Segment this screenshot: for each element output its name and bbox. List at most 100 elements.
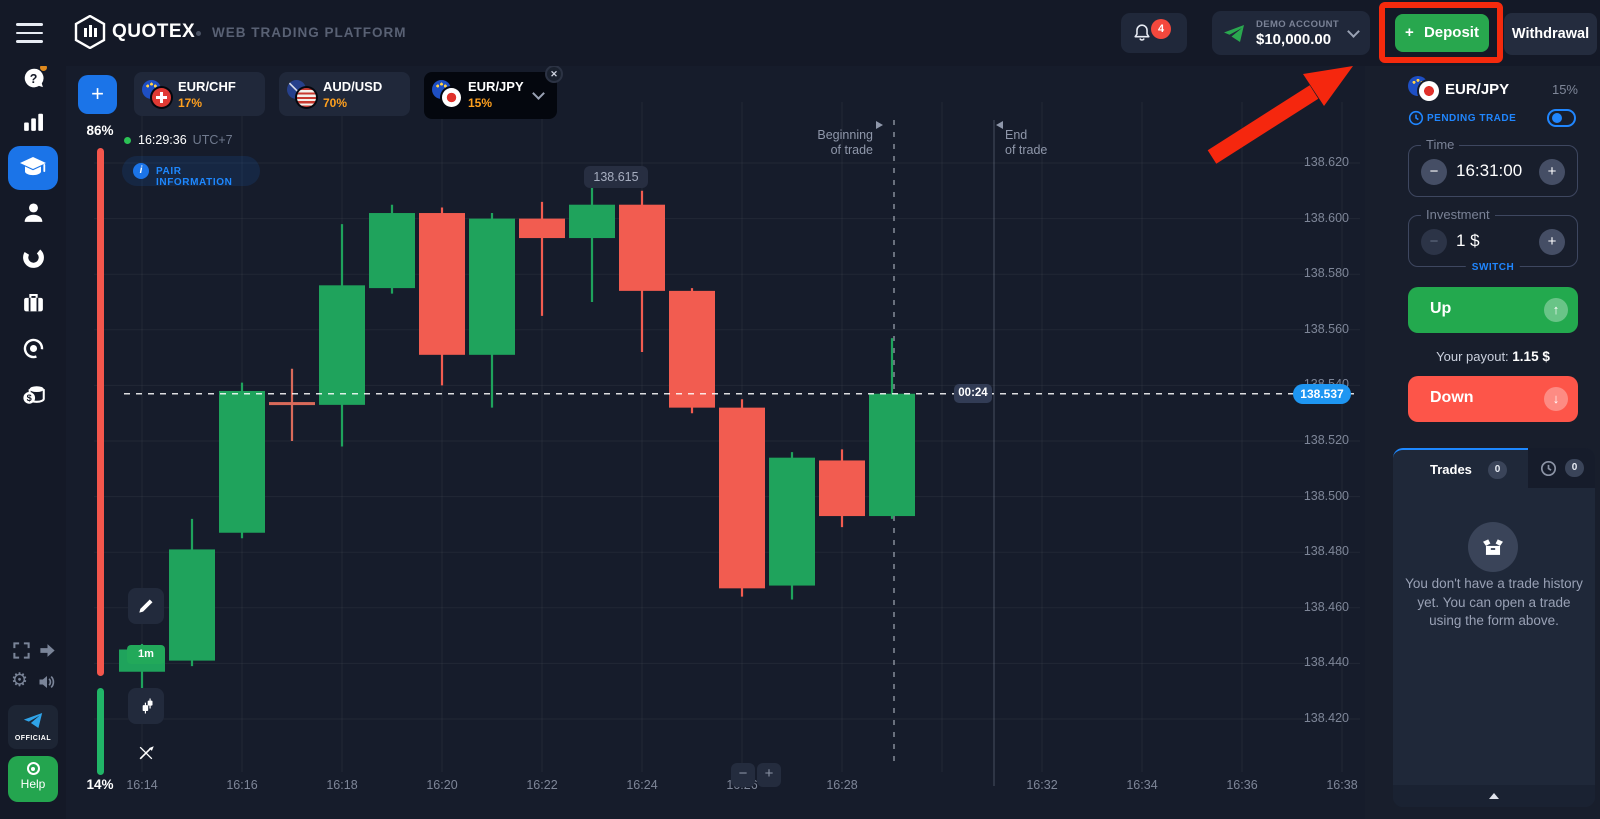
asset-tab-pair: AUD/USD bbox=[323, 79, 383, 94]
time-tick-label: 16:14 bbox=[126, 778, 158, 792]
support-chat-icon[interactable]: ? bbox=[21, 64, 47, 90]
price-tick-label: 138.480 bbox=[1303, 544, 1349, 559]
time-tick-label: 16:38 bbox=[1326, 778, 1358, 792]
withdrawal-button[interactable]: Withdrawal bbox=[1504, 13, 1597, 55]
fullscreen-icon[interactable] bbox=[12, 641, 31, 665]
chart-area: + EUR/CHF 17% AUD/USD 70% EUR/JPY 15% ✕ … bbox=[66, 65, 1365, 819]
online-dot-icon bbox=[124, 137, 131, 144]
quotex-logo-icon bbox=[74, 15, 106, 49]
price-tick-label: 138.620 bbox=[1303, 155, 1349, 169]
trading-chart-icon[interactable] bbox=[21, 109, 45, 133]
settings-gear-icon[interactable]: ⚙ bbox=[11, 670, 29, 691]
platform-subtitle: WEB TRADING PLATFORM bbox=[212, 25, 407, 40]
arrow-up-icon: ↑ bbox=[1544, 298, 1568, 322]
help-status-icon bbox=[26, 762, 40, 775]
asset-tab-chevron-down-icon[interactable] bbox=[532, 87, 545, 100]
trades-history-card: Trades 0 0 You don't have a trade histor… bbox=[1393, 448, 1595, 807]
analytics-donut-icon[interactable] bbox=[21, 245, 45, 269]
draw-pencil-button[interactable] bbox=[128, 588, 164, 624]
signals-icon[interactable] bbox=[21, 336, 45, 360]
audusd-flags-icon bbox=[287, 80, 319, 108]
hamburger-menu-icon[interactable] bbox=[16, 23, 43, 43]
info-icon: i bbox=[133, 163, 149, 179]
pending-trade-toggle[interactable] bbox=[1547, 109, 1576, 127]
telegram-plane-icon bbox=[23, 713, 43, 728]
trades-count-badge: 0 bbox=[1488, 461, 1507, 479]
asset-tab-payout: 17% bbox=[178, 96, 203, 110]
add-asset-button[interactable]: + bbox=[78, 75, 117, 114]
payout-info: Your payout: 1.15 $ bbox=[1436, 349, 1550, 364]
tab-trades[interactable]: Trades 0 bbox=[1393, 448, 1528, 488]
price-tick-label: 138.600 bbox=[1303, 210, 1349, 225]
svg-text:?: ? bbox=[30, 72, 38, 86]
time-value[interactable]: 16:31:00 bbox=[1456, 161, 1523, 180]
account-type-label: DEMO ACCOUNT bbox=[1256, 19, 1340, 30]
zoom-out-button[interactable]: − bbox=[731, 763, 755, 787]
investment-field-label: Investment bbox=[1421, 207, 1495, 222]
brand-separator-dot bbox=[196, 31, 201, 36]
beginning-of-trade-label: Beginning of trade bbox=[817, 128, 873, 157]
panel-pair-flags-icon bbox=[1408, 76, 1442, 104]
notifications-button[interactable]: 4 bbox=[1121, 13, 1187, 53]
sound-volume-icon[interactable] bbox=[37, 672, 57, 696]
price-tick-label: 138.560 bbox=[1303, 321, 1349, 336]
time-tick-label: 16:24 bbox=[626, 778, 658, 792]
countdown-pill: 00:24 bbox=[954, 384, 992, 404]
payout-value: 1.15 $ bbox=[1512, 349, 1550, 364]
timezone-label: UTC+7 bbox=[192, 133, 233, 147]
time-field: Time − 16:31:00 + bbox=[1408, 137, 1578, 197]
asset-tab-eurchf[interactable]: EUR/CHF 17% bbox=[134, 72, 265, 116]
time-increase-button[interactable]: + bbox=[1539, 159, 1565, 185]
time-field-label: Time bbox=[1421, 137, 1460, 152]
pending-trade-label: PENDING TRADE bbox=[1427, 113, 1517, 124]
asset-tab-payout: 15% bbox=[468, 96, 493, 110]
notification-badge: 4 bbox=[1151, 19, 1171, 39]
account-selector[interactable]: DEMO ACCOUNT $10,000.00 bbox=[1212, 11, 1370, 55]
time-tick-label: 16:18 bbox=[326, 778, 358, 792]
deposit-button[interactable]: + Deposit bbox=[1395, 14, 1489, 52]
zoom-in-button[interactable]: + bbox=[757, 763, 781, 787]
help-label: Help bbox=[20, 777, 46, 791]
up-button[interactable]: Up ↑ bbox=[1408, 287, 1578, 333]
panel-scroll-up[interactable] bbox=[1393, 785, 1595, 807]
asset-tab-pair: EUR/JPY bbox=[468, 79, 524, 94]
sidebar-item-education-active[interactable] bbox=[8, 146, 58, 190]
trade-panel: EUR/JPY 15% PENDING TRADE Time − 16:31:0… bbox=[1365, 66, 1600, 819]
topbar: QUOTEX WEB TRADING PLATFORM 4 DEMO ACCOU… bbox=[0, 0, 1600, 66]
brand-name: QUOTEX bbox=[112, 21, 196, 42]
investment-increase-button[interactable]: + bbox=[1539, 229, 1565, 255]
account-chevron-down-icon bbox=[1347, 25, 1360, 38]
svg-text:$: $ bbox=[27, 393, 32, 403]
time-tick-label: 16:36 bbox=[1226, 778, 1258, 792]
collapse-arrow-icon[interactable] bbox=[38, 641, 57, 665]
price-tick-label: 138.580 bbox=[1303, 266, 1349, 281]
time-tick-label: 16:28 bbox=[826, 778, 858, 792]
time-decrease-button[interactable]: − bbox=[1421, 159, 1447, 185]
remove-drawings-button[interactable] bbox=[128, 735, 164, 771]
time-tick-label: 16:16 bbox=[226, 778, 258, 792]
switch-link[interactable]: SWITCH bbox=[1465, 262, 1521, 273]
history-count-badge: 0 bbox=[1565, 459, 1584, 477]
timeframe-badge[interactable]: 1m bbox=[127, 645, 165, 664]
tab-trade-history[interactable]: 0 bbox=[1528, 448, 1595, 488]
plus-icon: + bbox=[1405, 24, 1414, 41]
investment-decrease-button[interactable]: − bbox=[1421, 229, 1447, 255]
arrow-down-icon: ↓ bbox=[1544, 387, 1568, 411]
price-tick-label: 138.440 bbox=[1303, 655, 1349, 670]
help-button[interactable]: Help bbox=[8, 756, 58, 802]
eurjpy-flags-icon bbox=[432, 80, 464, 108]
market-briefcase-icon[interactable] bbox=[21, 290, 45, 314]
profile-icon[interactable] bbox=[21, 200, 45, 224]
asset-tab-eurjpy-active[interactable]: EUR/JPY 15% ✕ bbox=[424, 65, 563, 119]
official-telegram-badge[interactable]: OFFICIAL bbox=[8, 705, 58, 749]
time-tick-label: 16:34 bbox=[1126, 778, 1158, 792]
pair-information-button[interactable]: i PAIR INFORMATION bbox=[122, 156, 260, 188]
asset-tab-audusd[interactable]: AUD/USD 70% bbox=[279, 72, 410, 116]
high-price-tooltip: 138.615 bbox=[584, 166, 648, 188]
chart-type-button[interactable] bbox=[128, 688, 164, 724]
cashback-coins-icon[interactable]: $ bbox=[21, 381, 45, 405]
history-clock-icon bbox=[1540, 460, 1557, 477]
down-button[interactable]: Down ↓ bbox=[1408, 376, 1578, 422]
asset-tab-close-button[interactable]: ✕ bbox=[545, 65, 563, 83]
investment-value[interactable]: 1 $ bbox=[1456, 231, 1480, 250]
